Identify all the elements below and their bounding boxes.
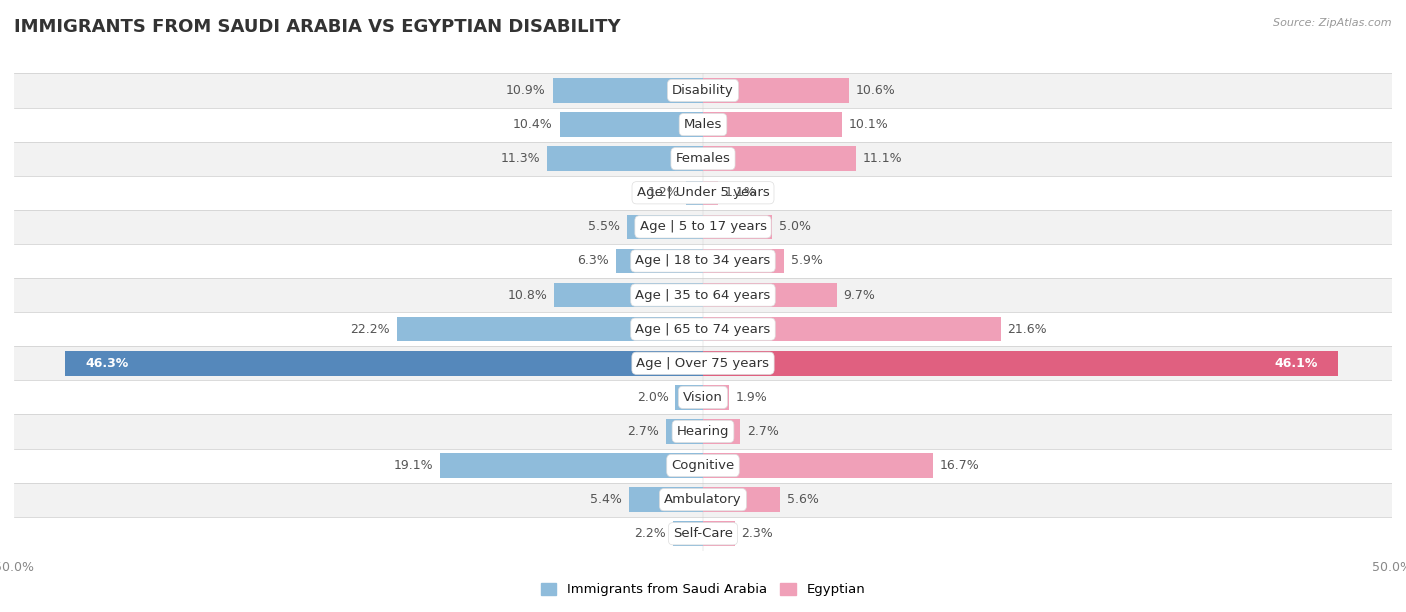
Bar [14,244,1392,278]
Text: 46.1%: 46.1% [1274,357,1317,370]
Bar [440,453,703,478]
Text: 16.7%: 16.7% [941,459,980,472]
Text: 10.1%: 10.1% [849,118,889,131]
Text: Disability: Disability [672,84,734,97]
Bar [703,248,785,273]
Text: 21.6%: 21.6% [1008,323,1047,335]
Bar [703,146,856,171]
Text: IMMIGRANTS FROM SAUDI ARABIA VS EGYPTIAN DISABILITY: IMMIGRANTS FROM SAUDI ARABIA VS EGYPTIAN… [14,18,620,36]
Bar [703,181,718,205]
Bar [14,517,1392,551]
Bar [553,78,703,103]
Text: 6.3%: 6.3% [578,255,609,267]
Bar [627,215,703,239]
Text: 5.0%: 5.0% [779,220,811,233]
Bar [686,181,703,205]
Text: 22.2%: 22.2% [350,323,391,335]
Text: Age | 65 to 74 years: Age | 65 to 74 years [636,323,770,335]
Bar [14,449,1392,483]
Bar [628,487,703,512]
Text: 5.5%: 5.5% [588,220,620,233]
Text: 10.6%: 10.6% [856,84,896,97]
Text: Source: ZipAtlas.com: Source: ZipAtlas.com [1274,18,1392,28]
Text: 2.7%: 2.7% [627,425,659,438]
Bar [547,146,703,171]
Text: 11.3%: 11.3% [501,152,540,165]
Text: Age | Over 75 years: Age | Over 75 years [637,357,769,370]
Bar [65,351,703,376]
Text: 2.3%: 2.3% [741,528,773,540]
Text: Cognitive: Cognitive [672,459,734,472]
Legend: Immigrants from Saudi Arabia, Egyptian: Immigrants from Saudi Arabia, Egyptian [536,578,870,602]
Text: 10.8%: 10.8% [508,289,547,302]
Text: Self-Care: Self-Care [673,528,733,540]
Bar [703,385,730,409]
Text: 10.9%: 10.9% [506,84,546,97]
Text: 11.1%: 11.1% [863,152,903,165]
Text: Females: Females [675,152,731,165]
Bar [14,210,1392,244]
Bar [14,312,1392,346]
Text: 9.7%: 9.7% [844,289,876,302]
Bar [703,215,772,239]
Bar [396,317,703,341]
Bar [703,351,1339,376]
Text: 10.4%: 10.4% [513,118,553,131]
Bar [14,141,1392,176]
Text: 5.9%: 5.9% [792,255,823,267]
Bar [675,385,703,409]
Bar [14,483,1392,517]
Bar [14,108,1392,141]
Bar [703,113,842,137]
Bar [672,521,703,546]
Bar [703,419,740,444]
Bar [560,113,703,137]
Bar [14,346,1392,380]
Text: Age | 18 to 34 years: Age | 18 to 34 years [636,255,770,267]
Text: 5.4%: 5.4% [591,493,621,506]
Bar [14,414,1392,449]
Text: Age | 5 to 17 years: Age | 5 to 17 years [640,220,766,233]
Bar [703,521,735,546]
Text: 19.1%: 19.1% [394,459,433,472]
Text: Age | Under 5 years: Age | Under 5 years [637,186,769,200]
Bar [14,278,1392,312]
Text: Hearing: Hearing [676,425,730,438]
Bar [666,419,703,444]
Text: 5.6%: 5.6% [787,493,818,506]
Bar [616,248,703,273]
Bar [703,283,837,307]
Text: 1.9%: 1.9% [737,391,768,404]
Bar [14,73,1392,108]
Text: Males: Males [683,118,723,131]
Bar [14,176,1392,210]
Text: 1.2%: 1.2% [648,186,679,200]
Text: 46.3%: 46.3% [86,357,129,370]
Bar [703,487,780,512]
Text: 2.7%: 2.7% [747,425,779,438]
Text: Age | 35 to 64 years: Age | 35 to 64 years [636,289,770,302]
Bar [703,453,934,478]
Bar [703,317,1001,341]
Text: 2.2%: 2.2% [634,528,666,540]
Text: Ambulatory: Ambulatory [664,493,742,506]
Text: 1.1%: 1.1% [725,186,756,200]
Bar [703,78,849,103]
Bar [554,283,703,307]
Text: 2.0%: 2.0% [637,391,669,404]
Text: Vision: Vision [683,391,723,404]
Bar [14,380,1392,414]
